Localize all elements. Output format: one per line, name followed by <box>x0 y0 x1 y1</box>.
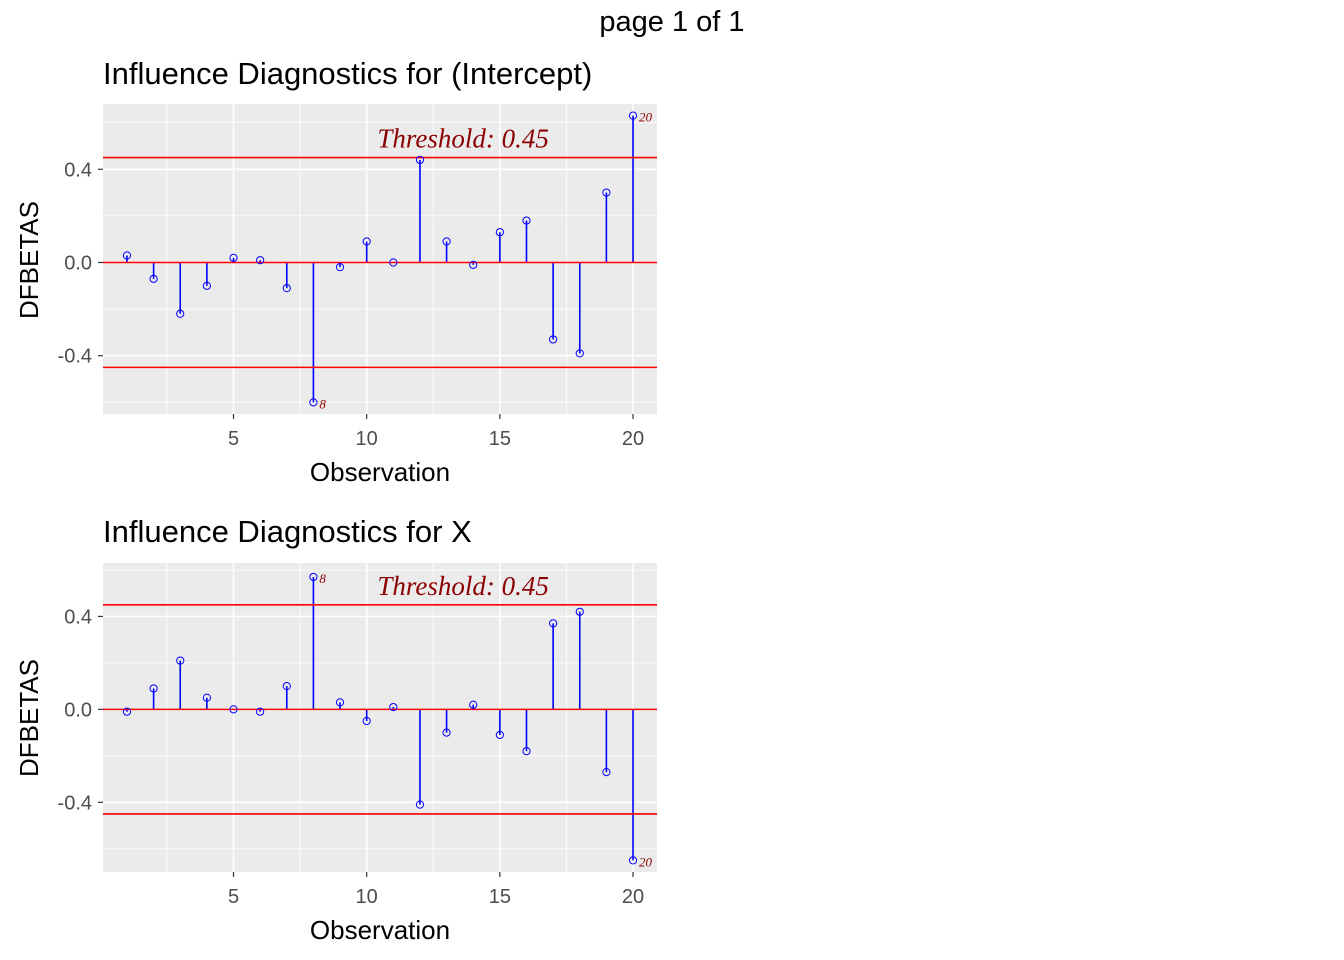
threshold-label: Threshold: 0.45 <box>377 571 549 601</box>
point-obs-8 <box>309 398 318 407</box>
x-tick-label: 20 <box>622 886 644 908</box>
x-tick-label: 15 <box>489 886 511 908</box>
point-obs-6 <box>256 256 265 265</box>
point-obs-14 <box>469 260 478 269</box>
point-obs-13 <box>442 237 451 246</box>
point-obs-11 <box>389 258 398 267</box>
y-tick-label: -0.4 <box>58 792 92 814</box>
outlier-label-obs-20: 20 <box>639 110 653 125</box>
y-tick-label: 0.4 <box>64 159 92 181</box>
point-obs-10 <box>362 237 371 246</box>
y-tick-label: 0.0 <box>64 699 92 721</box>
x-axis-title-x: Observation <box>310 915 450 945</box>
point-obs-9 <box>335 263 345 272</box>
y-tick-label: -0.4 <box>58 346 92 368</box>
threshold-label: Threshold: 0.45 <box>377 124 549 154</box>
page-label: page 1 of 1 <box>599 6 745 38</box>
point-obs-4 <box>202 281 211 290</box>
point-obs-9 <box>335 698 345 707</box>
point-obs-18 <box>575 349 584 358</box>
x-tick-label: 10 <box>356 428 378 450</box>
y-tick-label: 0.4 <box>64 606 92 628</box>
y-tick-label: 0.0 <box>64 252 92 274</box>
point-obs-8 <box>309 572 318 582</box>
point-obs-20 <box>628 111 638 120</box>
outlier-label-obs-8: 8 <box>319 396 326 411</box>
point-obs-15 <box>495 730 504 740</box>
point-obs-11 <box>389 702 398 712</box>
panel-background <box>103 104 657 414</box>
panel-title-intercept: Influence Diagnostics for (Intercept) <box>103 56 592 91</box>
point-obs-6 <box>256 707 265 716</box>
point-obs-12 <box>415 800 425 809</box>
point-obs-5 <box>229 705 238 714</box>
y-axis-title-intercept: DFBETAS <box>14 201 44 319</box>
panel-x: Influence Diagnostics for X 8 20 Threshold… <box>14 514 657 945</box>
x-tick-label: 5 <box>228 886 239 908</box>
point-obs-14 <box>469 700 478 709</box>
x-tick-label: 20 <box>622 428 644 450</box>
point-obs-19 <box>602 188 611 197</box>
outlier-label-obs-8: 8 <box>319 571 326 586</box>
x-axis-title-intercept: Observation <box>310 457 450 487</box>
point-obs-16 <box>522 747 531 756</box>
point-obs-7 <box>282 682 291 691</box>
point-obs-4 <box>202 693 211 702</box>
panel-background <box>103 563 657 872</box>
y-axis-title-x: DFBETAS <box>14 659 44 777</box>
point-obs-12 <box>415 155 425 165</box>
x-tick-label: 10 <box>356 886 378 908</box>
point-obs-3 <box>176 309 185 318</box>
point-obs-20 <box>628 856 638 865</box>
point-obs-1 <box>122 251 132 260</box>
x-tick-label: 15 <box>489 428 511 450</box>
point-obs-10 <box>362 716 371 726</box>
outlier-label-obs-20: 20 <box>639 854 653 869</box>
point-obs-17 <box>549 619 558 628</box>
point-obs-2 <box>149 684 158 693</box>
point-obs-1 <box>122 707 132 716</box>
point-obs-17 <box>549 335 558 344</box>
point-obs-2 <box>149 274 158 283</box>
point-obs-13 <box>442 728 451 737</box>
point-obs-16 <box>522 216 531 225</box>
point-obs-19 <box>602 767 611 777</box>
panel-intercept: Influence Diagnostics for (Intercept) 8 2… <box>14 56 657 487</box>
point-obs-3 <box>176 656 185 665</box>
point-obs-15 <box>495 228 504 237</box>
point-obs-18 <box>575 607 584 616</box>
point-obs-7 <box>282 284 291 293</box>
x-tick-label: 5 <box>228 428 239 450</box>
panel-title-x: Influence Diagnostics for X <box>103 514 472 549</box>
point-obs-5 <box>229 253 238 262</box>
